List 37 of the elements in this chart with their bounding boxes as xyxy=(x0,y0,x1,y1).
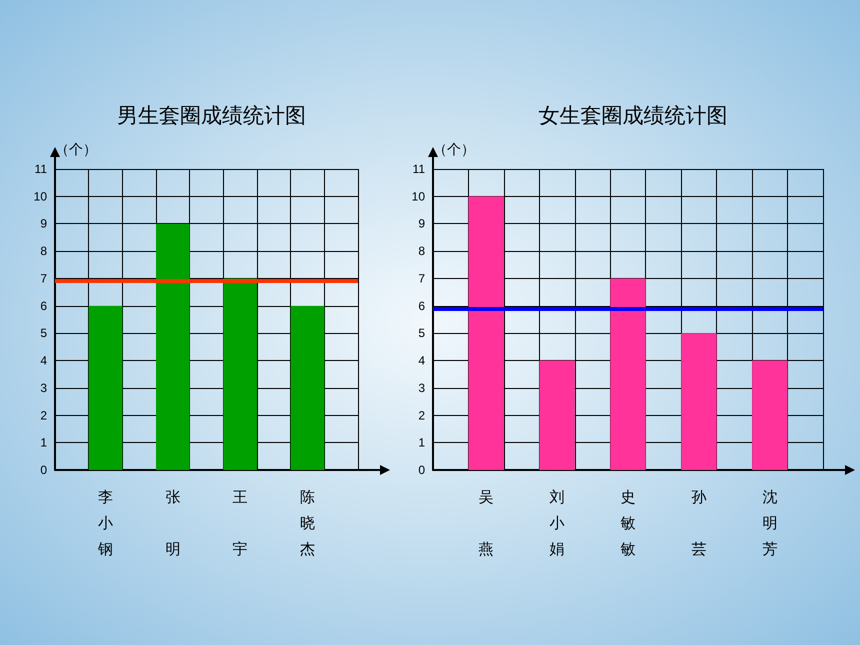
y-tick-label: 11 xyxy=(412,162,426,176)
y-tick-label: 0 xyxy=(418,463,426,477)
y-tick-label: 8 xyxy=(40,244,48,258)
y-tick-label: 6 xyxy=(418,298,426,313)
y-tick-label: 11 xyxy=(34,162,48,176)
x-tick-label: 沈明芳 xyxy=(762,488,778,558)
y-tick-label: 2 xyxy=(40,408,48,422)
x-tick-label: 陈晓杰 xyxy=(300,488,315,558)
y-tick-label: 5 xyxy=(418,326,426,340)
y-tick-label: 6 xyxy=(40,298,48,313)
y-tick-label: 8 xyxy=(418,244,426,258)
y-tick-label: 0 xyxy=(40,463,48,477)
y-tick-label: 9 xyxy=(40,216,48,231)
y-tick-label: 1 xyxy=(418,436,426,450)
category-label: 王宇 xyxy=(232,488,248,558)
category-label: 吴燕 xyxy=(478,488,494,558)
y-tick-label: 1 xyxy=(40,436,48,450)
y-tick-label: 3 xyxy=(418,380,426,395)
y-tick-label: 9 xyxy=(418,216,426,231)
y-tick-label: 2 xyxy=(418,408,426,422)
y-tick-label: 10 xyxy=(34,189,48,204)
y-tick-label: 10 xyxy=(412,189,426,204)
category-label: 张明 xyxy=(165,488,180,558)
y-tick-label: 7 xyxy=(418,271,426,286)
x-tick-label: 李小钢 xyxy=(97,488,113,558)
x-tick-label: 史敏敏 xyxy=(620,488,636,558)
y-axis-title: （个） xyxy=(433,142,475,158)
y-tick-label: 4 xyxy=(40,354,48,368)
chart-title: 女生套圈成绩统计图 xyxy=(538,104,728,128)
chart-title: 男生套圈成绩统计图 xyxy=(117,104,306,128)
y-axis-title: （个） xyxy=(55,142,97,158)
y-tick-label: 7 xyxy=(40,271,48,286)
x-tick-label: 刘小娟 xyxy=(550,488,565,558)
y-tick-label: 4 xyxy=(418,354,426,368)
y-tick-label: 3 xyxy=(40,380,48,395)
category-label: 孙芸 xyxy=(691,488,706,558)
y-tick-label: 5 xyxy=(40,326,48,340)
